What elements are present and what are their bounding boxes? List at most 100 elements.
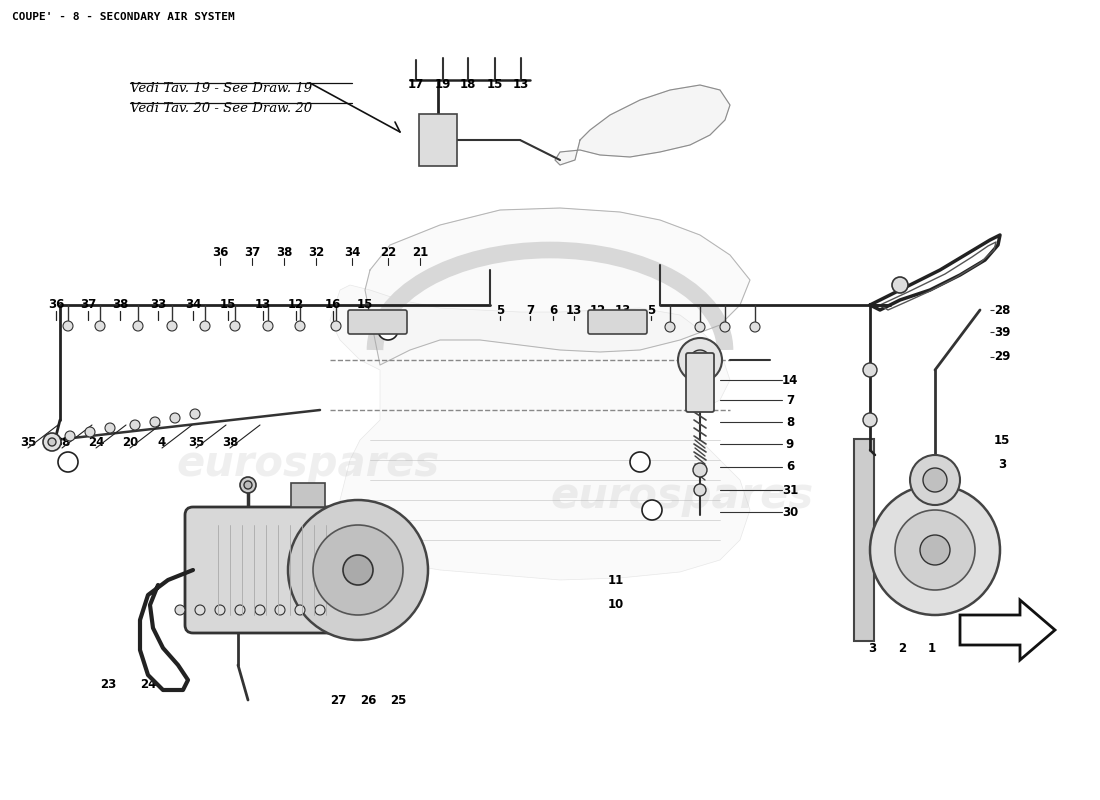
Text: 38: 38 bbox=[112, 298, 129, 311]
Text: A: A bbox=[649, 506, 656, 514]
Text: 9: 9 bbox=[785, 438, 794, 450]
Text: 36: 36 bbox=[212, 246, 228, 258]
Circle shape bbox=[104, 423, 116, 433]
Circle shape bbox=[295, 321, 305, 331]
Text: 24: 24 bbox=[140, 678, 156, 691]
Text: 38: 38 bbox=[54, 435, 70, 449]
Circle shape bbox=[693, 463, 707, 477]
Circle shape bbox=[195, 605, 205, 615]
Circle shape bbox=[430, 122, 446, 138]
Text: 27: 27 bbox=[330, 694, 346, 706]
Polygon shape bbox=[960, 600, 1055, 660]
Text: B: B bbox=[385, 326, 392, 334]
Circle shape bbox=[95, 321, 104, 331]
Circle shape bbox=[630, 452, 650, 472]
Circle shape bbox=[175, 605, 185, 615]
Circle shape bbox=[314, 525, 403, 615]
Circle shape bbox=[65, 431, 75, 441]
Circle shape bbox=[295, 605, 305, 615]
Circle shape bbox=[275, 605, 285, 615]
Text: 34: 34 bbox=[344, 246, 360, 258]
Circle shape bbox=[288, 500, 428, 640]
Text: 37: 37 bbox=[244, 246, 260, 258]
FancyBboxPatch shape bbox=[588, 310, 647, 334]
Text: 15: 15 bbox=[487, 78, 503, 91]
Circle shape bbox=[642, 500, 662, 520]
Circle shape bbox=[720, 322, 730, 332]
Circle shape bbox=[311, 497, 321, 507]
Text: 25: 25 bbox=[389, 694, 406, 706]
Text: 38: 38 bbox=[222, 435, 239, 449]
Circle shape bbox=[240, 477, 256, 493]
Text: 13: 13 bbox=[615, 303, 631, 317]
Text: 24: 24 bbox=[88, 435, 104, 449]
Text: 6: 6 bbox=[785, 461, 794, 474]
Circle shape bbox=[255, 605, 265, 615]
Text: 3: 3 bbox=[998, 458, 1006, 471]
Text: 14: 14 bbox=[782, 374, 799, 386]
Circle shape bbox=[864, 413, 877, 427]
Text: 33: 33 bbox=[150, 298, 166, 311]
Text: 6: 6 bbox=[549, 303, 557, 317]
Text: 13: 13 bbox=[513, 78, 529, 91]
Text: 13: 13 bbox=[565, 303, 582, 317]
Text: 35: 35 bbox=[20, 435, 36, 449]
Circle shape bbox=[666, 322, 675, 332]
Circle shape bbox=[331, 321, 341, 331]
Polygon shape bbox=[365, 208, 750, 365]
Text: 32: 32 bbox=[308, 246, 324, 258]
Circle shape bbox=[85, 427, 95, 437]
Text: Vedi Tav. 19 - See Draw. 19: Vedi Tav. 19 - See Draw. 19 bbox=[130, 82, 312, 95]
Text: 22: 22 bbox=[379, 246, 396, 258]
Circle shape bbox=[230, 321, 240, 331]
Text: Vedi Tav. 20 - See Draw. 20: Vedi Tav. 20 - See Draw. 20 bbox=[130, 102, 312, 115]
Circle shape bbox=[750, 322, 760, 332]
Text: 4: 4 bbox=[158, 435, 166, 449]
Circle shape bbox=[695, 322, 705, 332]
Text: 26: 26 bbox=[360, 694, 376, 706]
Text: 34: 34 bbox=[185, 298, 201, 311]
Text: 15: 15 bbox=[220, 298, 236, 311]
Text: 16: 16 bbox=[324, 298, 341, 311]
Text: 28: 28 bbox=[993, 303, 1010, 317]
Text: 21: 21 bbox=[411, 246, 428, 258]
Circle shape bbox=[63, 321, 73, 331]
Text: 7: 7 bbox=[785, 394, 794, 406]
Circle shape bbox=[923, 468, 947, 492]
Circle shape bbox=[167, 321, 177, 331]
Circle shape bbox=[694, 484, 706, 496]
Text: 12: 12 bbox=[288, 298, 304, 311]
Circle shape bbox=[200, 321, 210, 331]
Circle shape bbox=[693, 363, 707, 377]
Circle shape bbox=[895, 510, 975, 590]
Polygon shape bbox=[556, 85, 730, 165]
Text: 19: 19 bbox=[434, 78, 451, 91]
Text: 5: 5 bbox=[647, 303, 656, 317]
Text: 17: 17 bbox=[408, 78, 425, 91]
Text: 20: 20 bbox=[122, 435, 139, 449]
Text: 3: 3 bbox=[868, 642, 876, 654]
Circle shape bbox=[892, 277, 907, 293]
Text: B: B bbox=[65, 458, 72, 466]
Text: 15: 15 bbox=[993, 434, 1010, 446]
FancyBboxPatch shape bbox=[419, 114, 456, 166]
Circle shape bbox=[170, 413, 180, 423]
Text: 39: 39 bbox=[993, 326, 1010, 338]
Circle shape bbox=[190, 409, 200, 419]
Circle shape bbox=[378, 320, 398, 340]
Circle shape bbox=[864, 363, 877, 377]
Polygon shape bbox=[330, 285, 750, 580]
Text: COUPE' - 8 - SECONDARY AIR SYSTEM: COUPE' - 8 - SECONDARY AIR SYSTEM bbox=[12, 12, 234, 22]
Circle shape bbox=[150, 417, 160, 427]
Text: 11: 11 bbox=[608, 574, 624, 586]
Circle shape bbox=[870, 485, 1000, 615]
Text: 15: 15 bbox=[356, 298, 373, 311]
Circle shape bbox=[58, 452, 78, 472]
Circle shape bbox=[343, 555, 373, 585]
Text: 2: 2 bbox=[898, 642, 906, 654]
Circle shape bbox=[43, 433, 60, 451]
FancyBboxPatch shape bbox=[686, 353, 714, 412]
Circle shape bbox=[263, 321, 273, 331]
Text: 1: 1 bbox=[928, 642, 936, 654]
FancyBboxPatch shape bbox=[292, 483, 324, 507]
